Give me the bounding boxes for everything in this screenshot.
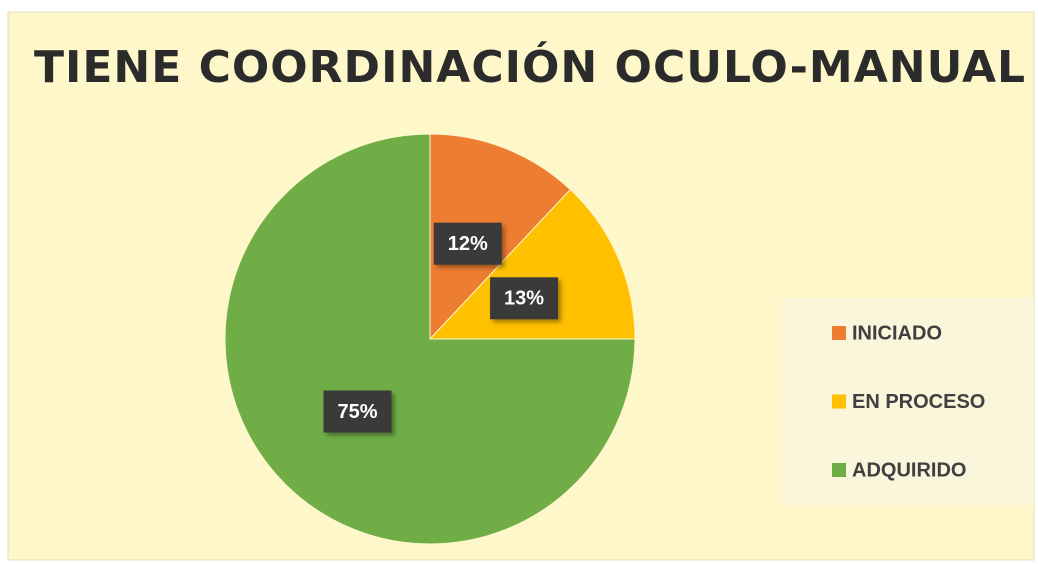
data-label: 12% [448,233,488,255]
legend-label: EN PROCESO [852,391,985,413]
legend-background [782,298,1034,505]
data-label-box [490,277,559,320]
data-label-box [433,222,502,265]
data-label-box [323,390,392,433]
legend-label: INICIADO [852,322,942,344]
data-label: 75% [338,401,378,423]
legend-swatch [832,463,846,477]
data-label: 13% [504,288,544,310]
chart-title: TIENE COORDINACIÓN OCULO-MANUAL [34,40,1026,93]
pie-slice [428,188,636,340]
legend-label: ADQUIRIDO [852,459,966,481]
legend-swatch [832,394,846,409]
legend-swatch [832,326,846,340]
pie-slice [224,133,636,545]
